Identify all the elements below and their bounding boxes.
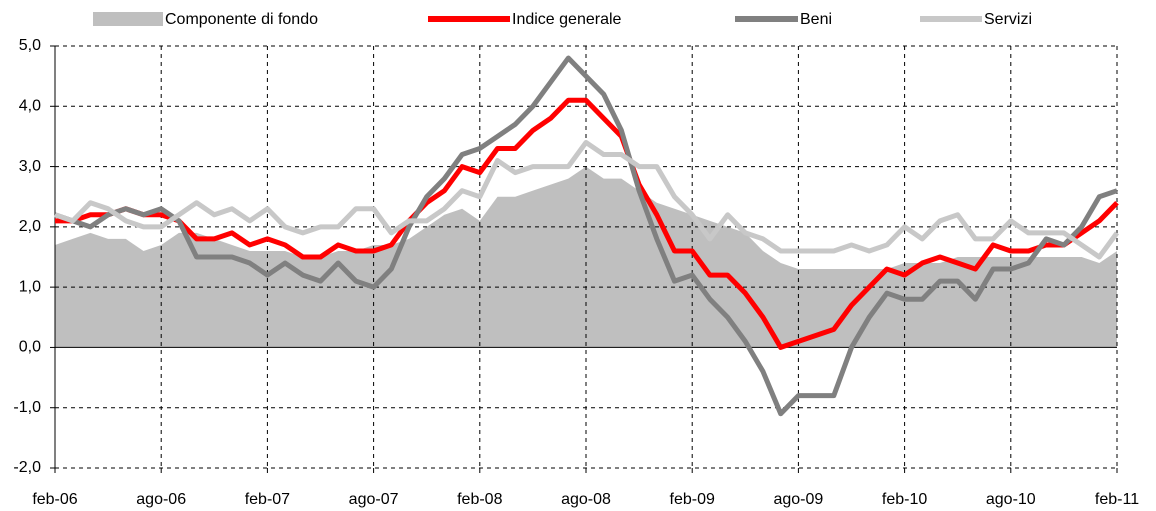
line bbox=[54, 55, 1118, 417]
x-tick-label: feb-10 bbox=[882, 491, 927, 508]
y-tick-label: 0,0 bbox=[19, 339, 41, 356]
x-tick-label: ago-08 bbox=[561, 491, 611, 508]
x-tick-label: feb-07 bbox=[245, 491, 290, 508]
y-tick-label: 2,0 bbox=[19, 218, 41, 235]
legend-label: Componente di fondo bbox=[165, 11, 318, 28]
y-tick-label: 5,0 bbox=[19, 37, 41, 54]
legend-label: Servizi bbox=[984, 11, 1032, 28]
y-tick-label: -2,0 bbox=[13, 459, 41, 476]
x-tick-label: ago-07 bbox=[349, 491, 399, 508]
x-tick-label: feb-09 bbox=[670, 491, 715, 508]
y-tick-label: 4,0 bbox=[19, 98, 41, 115]
x-tick-label: feb-11 bbox=[1095, 491, 1139, 508]
x-tick-label: ago-09 bbox=[773, 491, 823, 508]
legend-label: Indice generale bbox=[512, 11, 622, 28]
x-tick-label: feb-06 bbox=[32, 491, 77, 508]
line bbox=[54, 139, 1120, 260]
y-tick-label: 1,0 bbox=[19, 278, 41, 295]
x-tick-label: ago-10 bbox=[986, 491, 1036, 508]
y-tick-label: -1,0 bbox=[13, 399, 41, 416]
line bbox=[55, 97, 1119, 350]
y-tick-label: 3,0 bbox=[19, 158, 41, 175]
x-tick-label: ago-06 bbox=[136, 491, 186, 508]
x-tick-label: feb-08 bbox=[457, 491, 502, 508]
legend-label: Beni bbox=[800, 11, 832, 28]
legend-swatch bbox=[93, 12, 163, 26]
